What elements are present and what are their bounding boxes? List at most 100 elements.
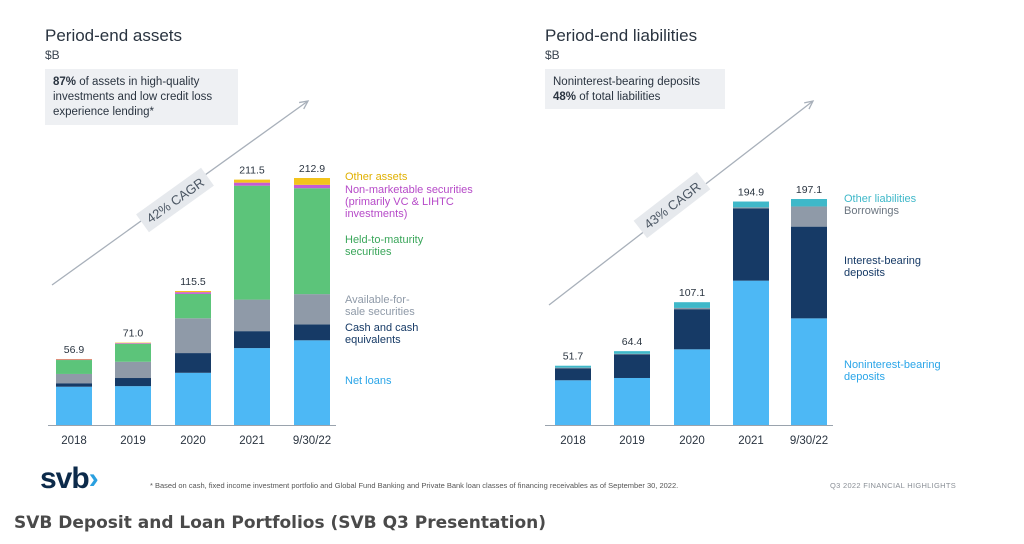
liabilities-callout: Noninterest-bearing deposits 48% of tota… [545,69,725,109]
liabilities-callout-line1: Noninterest-bearing deposits [553,76,701,88]
assets-cagr-badge: 42% CAGR [136,167,214,233]
liabilities-category-label: 2020 [679,435,705,447]
assets-cagr-label: 42% CAGR [144,175,207,226]
assets-bar-segment [175,372,211,425]
liabilities-total-label: 51.7 [563,351,584,363]
image-caption: SVB Deposit and Loan Portfolios (SVB Q3 … [14,513,546,533]
liabilities-bar-segment [733,208,769,281]
assets-category-label: 2019 [120,435,146,447]
assets-legend-label: investments) [345,208,407,220]
assets-bar-segment [56,373,92,384]
assets-bar-segment [115,378,151,387]
liabilities-bar-segment [614,351,650,354]
assets-bar-segment [56,383,92,387]
liabilities-callout-text: of total liabilities [576,91,661,103]
liabilities-bar-segment [555,380,591,425]
assets-bar-segment [294,188,330,295]
assets-bar-segment [56,360,92,374]
liabilities-bar-segment [614,354,650,378]
footer-section-label: Q3 2022 FINANCIAL HIGHLIGHTS [830,481,957,490]
liabilities-bar-segment [555,367,591,369]
liabilities-category-label: 9/30/22 [790,435,828,447]
liabilities-bar-segment [791,226,827,319]
liabilities-total-label: 64.4 [622,336,643,348]
assets-bar-segment [115,343,151,344]
assets-bar-segment [175,293,211,319]
assets-category-label: 9/30/22 [293,435,331,447]
assets-category-label: 2020 [180,435,206,447]
assets-bar-segment [115,386,151,425]
liabilities-bar-segment [791,206,827,227]
liabilities-bar-segment [614,377,650,425]
assets-bar-segment [294,184,330,189]
assets-legend-label: (primarily VC & LIHTC [345,196,454,208]
svb-logo: svb› [40,462,99,495]
assets-legend-label: equivalents [345,334,401,346]
liabilities-category-label: 2021 [738,435,764,447]
assets-bar-segment [294,324,330,341]
assets-total-label: 211.5 [239,165,265,177]
assets-bar-segment [56,386,92,425]
assets-unit: $B [45,48,60,62]
assets-total-label: 115.5 [180,276,206,288]
assets-callout-text: of assets in high-quality investments an… [53,76,213,118]
liabilities-bar-segment [555,368,591,381]
assets-bar-segment [115,342,151,344]
assets-legend-label: Cash and cash [345,322,418,334]
slide: Period-end assets $B 87% of assets in hi… [40,26,957,495]
liabilities-bar-segment [674,302,710,308]
assets-bar-segment [234,331,270,349]
liabilities-unit: $B [545,48,560,62]
liabilities-bar-segment [674,309,710,350]
liabilities-bar-segment [555,365,591,368]
charts-canvas: 42% CAGR 56.9 2018 71.0 2019 115.5 2020 211.5 20… [48,100,941,447]
liabilities-title: Period-end liabilities [545,26,698,45]
assets-title: Period-end assets [45,26,183,45]
liabilities-callout-percent: 48% [553,91,577,103]
assets-category-label: 2021 [239,435,265,447]
liabilities-bar-segment [733,280,769,425]
footnote: * Based on cash, fixed income investment… [150,481,679,490]
assets-category-label: 2018 [61,435,87,447]
assets-bar-segment [234,348,270,425]
liabilities-total-label: 107.1 [679,287,705,299]
assets-total-label: 212.9 [299,163,325,175]
assets-legend-label: Net loans [345,375,392,387]
assets-bar-segment [175,353,211,373]
assets-bar-segment [115,361,151,379]
liabilities-legend-label: Borrowings [844,205,900,217]
assets-callout-percent: 87% [53,76,77,88]
assets-bar-segment [175,292,211,294]
assets-legend-label: Available-for- [345,294,410,306]
assets-bar-segment [56,359,92,361]
assets-cagr-arrow-head [299,100,310,110]
assets-callout: 87% of assets in high-quality investment… [45,69,238,125]
assets-bar-segment [234,185,270,300]
assets-bar-segment [175,291,211,293]
liabilities-legend-label: Other liabilities [844,193,917,205]
liabilities-total-label: 197.1 [796,184,822,196]
liabilities-bar-segment [733,207,769,209]
assets-legend-label: securities [345,246,392,258]
assets-bar-segment [234,179,270,183]
assets-cagr-badge-bg [136,167,214,233]
assets-total-label: 71.0 [123,328,144,340]
liabilities-category-label: 2019 [619,435,645,447]
liabilities-bar-segment [733,201,769,208]
assets-bar-segment [115,343,151,362]
liabilities-legend-label: Noninterest-bearing [844,359,941,371]
assets-bar-segment [294,340,330,425]
assets-bar-segment [175,318,211,354]
liabilities-legend-label: deposits [844,371,885,383]
liabilities-bar-segment [791,318,827,425]
liabilities-legend-label: Interest-bearing [844,255,921,267]
assets-bar-segment [56,358,92,360]
liabilities-cagr-badge: 43% CAGR [633,171,711,239]
assets-legend-label: Non-marketable securities [345,184,473,196]
liabilities-legend-label: deposits [844,267,885,279]
liabilities-bar-segment [674,307,710,310]
liabilities-cagr-label: 43% CAGR [641,179,703,232]
liabilities-bar-segment [674,349,710,425]
liabilities-total-label: 194.9 [738,187,764,199]
assets-bar-segment [234,182,270,186]
